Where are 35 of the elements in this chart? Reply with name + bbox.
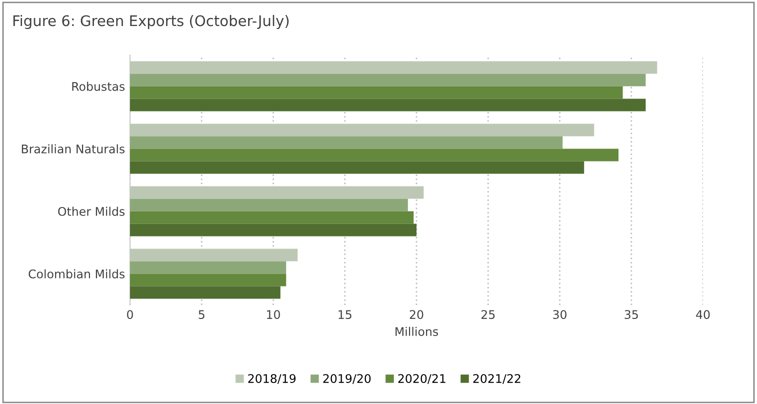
bar (130, 148, 618, 162)
bar (130, 186, 424, 199)
bar (130, 211, 414, 224)
legend-label: 2018/19 (248, 374, 296, 384)
bar (130, 98, 646, 112)
bar (130, 86, 623, 99)
chart-title: Figure 6: Green Exports (October-July) (13, 14, 289, 30)
x-tick-label: 20 (410, 310, 424, 319)
x-tick-label: 30 (553, 310, 566, 319)
bar (130, 286, 280, 299)
bar (130, 124, 594, 136)
x-tick-label: 25 (481, 310, 495, 319)
x-tick-label: 10 (267, 310, 280, 319)
bar (130, 261, 286, 274)
legend-label: 2019/20 (323, 374, 371, 384)
bar (130, 274, 286, 286)
x-tick-label: 35 (624, 310, 638, 319)
bar (130, 136, 563, 149)
y-tick-label: Colombian Milds (28, 269, 125, 278)
x-tick-label: 5 (198, 310, 204, 319)
bar (130, 248, 298, 262)
x-tick-label: 15 (338, 310, 352, 319)
y-tick-label: Other Milds (58, 206, 125, 216)
x-tick-label: 40 (696, 310, 710, 319)
bar (130, 198, 408, 212)
bar (130, 74, 646, 86)
y-tick-label: Brazilian Naturals (22, 144, 125, 154)
y-tick-label: Robustas (72, 82, 125, 91)
x-tick-label: 0 (127, 310, 133, 319)
x-axis-title: Millions (396, 326, 438, 336)
legend-label: 2021/22 (473, 374, 520, 384)
bar (130, 61, 658, 74)
bar (130, 224, 416, 236)
legend-label: 2020/21 (398, 374, 446, 384)
bar (130, 161, 584, 174)
